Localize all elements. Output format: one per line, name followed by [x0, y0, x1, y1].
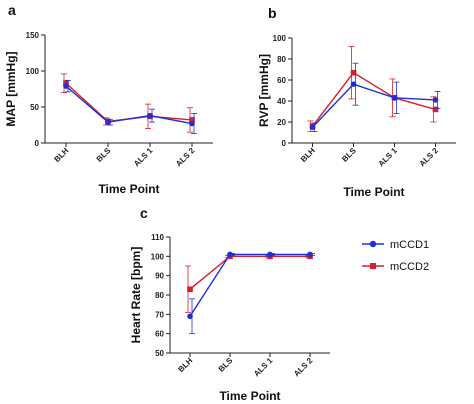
legend-label-mccd1: mCCD1	[390, 239, 429, 251]
y-tick-label-c: 60	[155, 330, 164, 339]
series-line-mccd1	[65, 85, 193, 125]
panel-b: b 0 20 40 60 80 100 BLH BLS ALS 1 ALS 2 Time Point R…	[257, 5, 456, 199]
x-tick-label-c: BLS	[217, 356, 235, 374]
point-mccd2	[187, 286, 193, 292]
legend: mCCD1 mCCD2	[362, 239, 429, 273]
series-line-mccd2	[189, 255, 310, 290]
panel-letter-b: b	[268, 5, 277, 21]
point-mccd1	[350, 81, 357, 87]
y-tick-label-b: 100	[273, 34, 287, 43]
point-mccd1	[307, 251, 313, 258]
y-axis-title-b: RVP [mmHg]	[257, 54, 271, 127]
x-tick-label-b: ALS 2	[418, 146, 441, 169]
x-tick-label-b: ALS 1	[377, 146, 400, 169]
point-mccd1	[147, 112, 153, 119]
y-tick-label-c: 70	[155, 310, 164, 319]
x-tick-label-a: ALS 1	[132, 146, 155, 169]
y-tick-label-b: 60	[277, 76, 286, 85]
y-tick-label-b: 20	[277, 118, 286, 127]
x-tick-label-b: BLS	[340, 146, 358, 164]
y-tick-label-a: 50	[30, 103, 39, 112]
point-mccd1	[63, 83, 69, 89]
x-tick-label-a: BLH	[52, 146, 70, 164]
y-tick-label-c: 100	[151, 252, 165, 261]
x-tick-label-b: BLH	[299, 146, 317, 164]
series-line-mccd1	[311, 83, 436, 128]
series-line-mccd2	[311, 71, 436, 127]
y-tick-label-b: 40	[277, 97, 286, 106]
point-mccd1	[391, 95, 398, 101]
point-mccd2	[432, 106, 439, 113]
y-tick-label-a: 100	[26, 67, 40, 76]
point-mccd2	[350, 69, 357, 76]
point-mccd1	[187, 313, 193, 320]
panel-letter-c: c	[140, 205, 148, 221]
panel-c: c 50 60 70 80 90 100 110 BLH BLS ALS 1 ALS 2 Time Po…	[129, 205, 330, 403]
panel-a: a 0 50 100 150 BLH BLS ALS 1 ALS 2 Time Point MAP …	[4, 2, 213, 196]
x-tick-label-c: ALS 2	[292, 356, 315, 379]
point-mccd1	[105, 119, 111, 125]
point-mccd1	[189, 120, 195, 127]
y-tick-label-c: 50	[155, 349, 164, 358]
legend-marker-mccd1	[369, 240, 377, 248]
x-tick-label-c: BLH	[176, 356, 194, 374]
y-tick-label-c: 80	[155, 291, 164, 300]
series-line-mccd1	[189, 253, 310, 317]
panel-letter-a: a	[8, 2, 16, 18]
y-axis-title-c: Heart Rate [bpm]	[129, 247, 143, 344]
y-tick-label-b: 80	[277, 55, 286, 64]
legend-label-mccd2: mCCD2	[390, 261, 429, 273]
x-axis-title-b: Time Point	[343, 185, 404, 199]
point-mccd1	[432, 97, 439, 103]
y-tick-label-b: 0	[282, 139, 287, 148]
y-tick-label-a: 0	[35, 139, 40, 148]
point-mccd1	[309, 124, 316, 131]
x-tick-label-a: BLS	[95, 146, 113, 164]
y-tick-label-a: 150	[26, 31, 40, 40]
x-tick-label-c: ALS 1	[252, 356, 275, 379]
point-mccd2	[189, 117, 195, 123]
x-axis-title-a: Time Point	[98, 182, 159, 196]
y-axis-title-a: MAP [mmHg]	[4, 51, 18, 126]
legend-marker-mccd2	[370, 263, 376, 269]
point-mccd1	[267, 251, 273, 258]
point-mccd1	[227, 251, 233, 258]
x-tick-label-a: ALS 2	[174, 146, 197, 169]
x-axis-title-c: Time Point	[219, 389, 280, 403]
y-tick-label-c: 90	[155, 272, 164, 281]
point-mccd2	[63, 80, 69, 87]
y-tick-label-c: 110	[151, 233, 164, 242]
